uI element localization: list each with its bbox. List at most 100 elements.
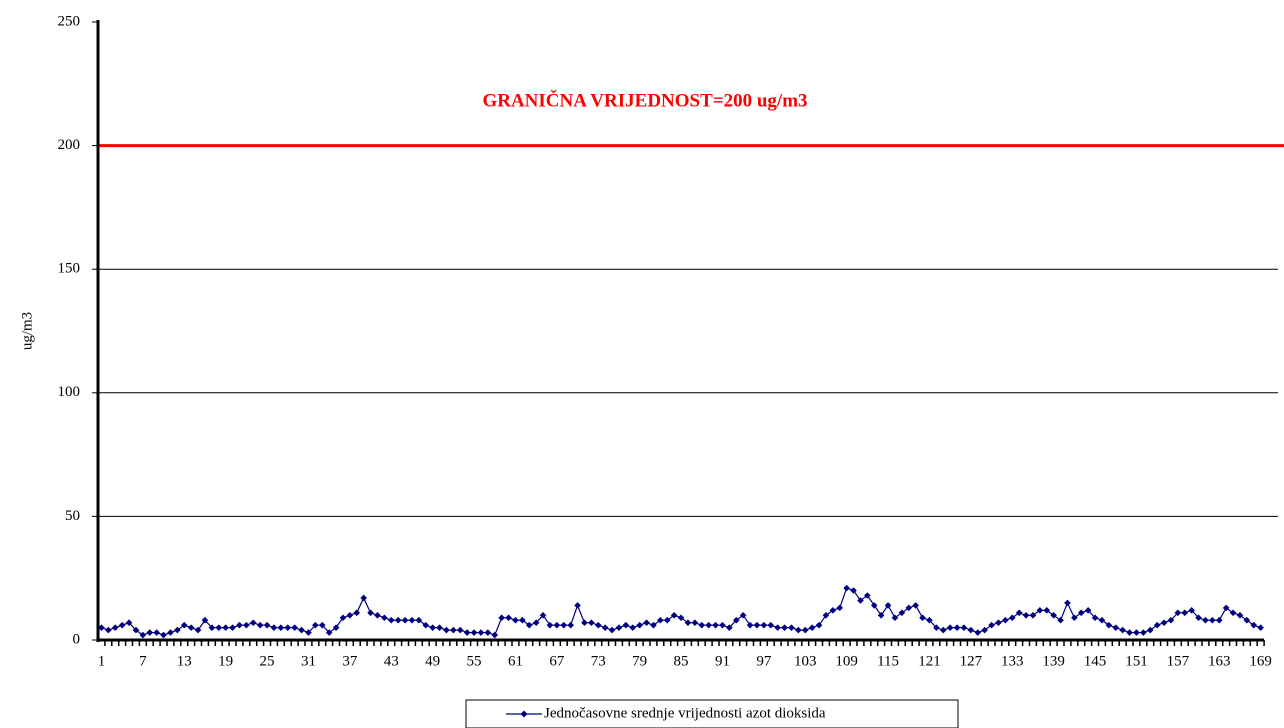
data-point xyxy=(933,624,940,631)
data-point xyxy=(643,619,650,626)
data-point xyxy=(836,604,844,612)
data-point xyxy=(346,611,354,619)
data-point xyxy=(332,624,340,631)
x-tick-label: 91 xyxy=(715,653,730,669)
data-point xyxy=(498,614,505,622)
data-point xyxy=(436,624,443,631)
x-tick-label: 163 xyxy=(1208,653,1231,669)
data-point xyxy=(663,616,671,624)
x-tick-label: 1 xyxy=(98,653,106,669)
y-tick-label: 150 xyxy=(58,261,81,277)
data-point xyxy=(374,611,381,619)
data-point xyxy=(1029,611,1037,619)
data-point xyxy=(760,621,768,629)
data-point xyxy=(1195,614,1202,622)
data-point xyxy=(1015,609,1023,617)
x-tick-label: 61 xyxy=(508,653,523,669)
x-tick-label: 127 xyxy=(960,653,983,669)
data-point xyxy=(1043,607,1051,614)
data-point xyxy=(305,629,312,636)
data-point xyxy=(815,621,823,629)
data-point xyxy=(726,624,733,631)
data-point xyxy=(553,621,561,629)
data-point xyxy=(1022,611,1030,619)
data-point xyxy=(263,621,271,629)
data-point xyxy=(401,616,409,624)
data-point xyxy=(180,621,188,629)
data-point xyxy=(574,602,581,609)
x-tick-label: 73 xyxy=(591,653,606,669)
data-point xyxy=(477,629,485,636)
data-point xyxy=(277,624,285,631)
y-tick-label: 50 xyxy=(65,508,80,524)
data-point xyxy=(739,611,747,619)
data-point xyxy=(670,611,678,619)
data-point xyxy=(588,619,595,626)
x-tick-label: 25 xyxy=(260,653,275,669)
data-point xyxy=(105,626,112,634)
x-tick-label: 31 xyxy=(301,653,316,669)
x-tick-label: 169 xyxy=(1249,653,1272,669)
data-point xyxy=(215,624,223,631)
x-tick-label: 103 xyxy=(794,653,817,669)
data-point xyxy=(1202,616,1209,624)
data-point xyxy=(153,629,160,636)
data-point xyxy=(801,626,809,634)
data-point xyxy=(746,621,754,629)
data-point xyxy=(1119,626,1126,634)
data-point xyxy=(601,624,609,631)
data-point xyxy=(512,616,519,624)
x-tick-label: 79 xyxy=(632,653,647,669)
data-point xyxy=(581,619,588,626)
data-point xyxy=(318,621,326,629)
data-point xyxy=(98,624,105,631)
data-point xyxy=(443,626,450,634)
data-point xyxy=(615,624,623,631)
data-point xyxy=(919,614,926,622)
data-point xyxy=(360,594,367,602)
data-point xyxy=(463,629,471,636)
data-point xyxy=(1098,616,1106,624)
data-point xyxy=(567,621,574,629)
data-point xyxy=(525,621,533,629)
data-point xyxy=(795,626,802,634)
data-point xyxy=(1167,616,1175,624)
data-point xyxy=(705,621,712,629)
data-point xyxy=(829,607,837,614)
data-point xyxy=(111,624,119,631)
data-point xyxy=(898,609,906,617)
data-point xyxy=(367,609,374,617)
x-tick-label: 7 xyxy=(139,653,147,669)
data-point xyxy=(174,626,181,634)
x-tick-label: 85 xyxy=(674,653,689,669)
data-point xyxy=(118,621,126,629)
data-point xyxy=(1008,614,1016,622)
data-point xyxy=(1036,607,1044,614)
data-point xyxy=(429,624,436,631)
data-point xyxy=(753,621,761,629)
x-tick-label: 109 xyxy=(835,653,858,669)
data-point xyxy=(539,611,547,619)
data-point xyxy=(870,602,878,609)
legend-box xyxy=(465,699,959,728)
x-tick-label: 121 xyxy=(918,653,941,669)
data-point xyxy=(381,614,388,622)
data-point xyxy=(408,616,416,624)
data-point xyxy=(519,616,526,624)
data-point xyxy=(1174,609,1182,617)
data-point xyxy=(208,624,216,631)
data-point xyxy=(767,621,775,629)
data-point xyxy=(325,629,333,636)
data-point xyxy=(1064,599,1071,607)
x-tick-label: 133 xyxy=(1001,653,1024,669)
data-point xyxy=(394,616,402,624)
x-tick-label: 43 xyxy=(384,653,399,669)
data-point xyxy=(960,624,968,631)
data-point xyxy=(201,616,209,624)
x-tick-label: 97 xyxy=(756,653,772,669)
data-point xyxy=(822,611,830,619)
data-point xyxy=(256,621,264,629)
data-point xyxy=(546,621,554,629)
data-point xyxy=(1071,614,1078,622)
data-point xyxy=(1222,604,1230,612)
